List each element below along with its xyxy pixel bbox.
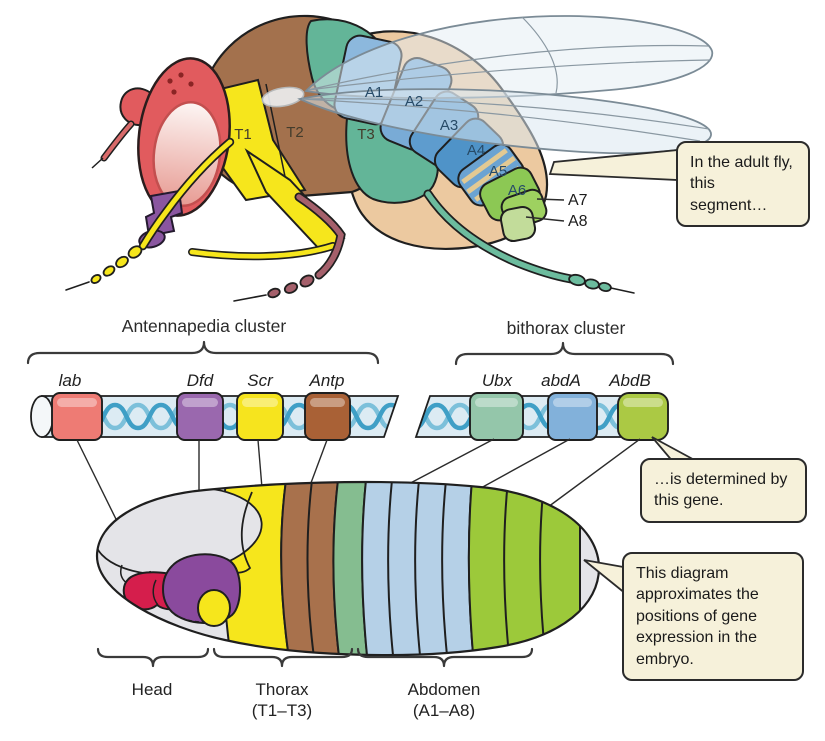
head-brace [96,647,210,668]
fly-front-leg [140,139,233,249]
fly-label-a1: A1 [365,84,383,101]
dna-tube-right [414,395,647,438]
dna-strand [30,392,669,441]
leader-a7 [536,198,565,201]
fly-plate-a8 [499,205,537,243]
antennapedia-brace [26,340,380,365]
fly-hind-leg [425,191,574,282]
embryo-segment-brown [280,481,342,656]
callout-adult-segment-text: In the adult fly, this segment… [690,154,793,214]
leader-a8 [525,216,565,222]
gene-label-dfd: Dfd [187,371,214,390]
gene-label-lab: lab [59,371,82,390]
fly-label-a6: A6 [508,182,526,199]
callout-embryo-note-text: This diagram approximates the positions … [636,565,759,668]
region-range-thorax: (T1–T3) [252,701,312,720]
gene-label-abda: abdA [541,371,581,390]
abdomen-brace [356,647,534,668]
embryo-region-labels: Head Thorax (T1–T3) Abdomen (A1–A8) [96,647,534,720]
fly-label-a8: A8 [568,213,588,230]
fly-ocelli [167,72,194,95]
fly-halter [261,86,305,108]
gene-label-ubx: Ubx [482,371,513,390]
gene-band-scr [236,392,284,441]
callout-gene-text: …is determined by this gene. [654,471,788,510]
callout-adult-segment: In the adult fly, this segment… [676,141,810,228]
embryo-blob-yellow [197,589,231,627]
fly-legs [65,137,635,302]
callout-adult-tail [548,149,679,181]
region-label-head: Head [132,680,173,699]
gene-band-abdb [617,392,669,441]
callout-gene: …is determined by this gene. [640,458,807,523]
gene-band-ubx [469,392,524,441]
gene-band-dfd [176,392,224,441]
gene-label-scr: Scr [247,371,274,390]
thorax-brace [212,647,354,668]
region-label-abdomen: Abdomen [408,680,481,699]
gene-label-abdb: AbdB [608,371,651,390]
embryo-illustration [95,480,633,657]
gene-label-antp: Antp [309,371,345,390]
genome-section: Antennapedia cluster bithorax cluster la… [26,316,701,581]
fly-label-a7: A7 [568,192,588,209]
leader-abdb [547,438,641,508]
fly-label-t1: T1 [234,126,252,143]
fly-wings [297,15,714,155]
fly-label-a3: A3 [440,117,458,134]
fly-middle-leg [296,194,344,278]
region-range-abdomen: (A1–A8) [413,701,475,720]
gene-band-abda [547,392,598,441]
fly-label-a2: A2 [405,93,423,110]
dna-end-cap [30,395,54,438]
antennapedia-cluster-title: Antennapedia cluster [122,316,287,336]
fly-label-a4: A4 [467,142,485,159]
adult-fly-illustration: T1 T2 T3 A1 A2 A3 A4 A5 A6 A7 A8 [65,14,714,302]
bithorax-brace [454,341,675,366]
fly-label-t3: T3 [357,126,375,143]
gene-band-antp [304,392,351,441]
region-label-thorax: Thorax [256,680,309,699]
fly-label-t2: T2 [286,124,304,141]
bithorax-cluster-title: bithorax cluster [507,318,626,338]
fly-antenna-feeler [102,122,133,160]
fly-label-a5: A5 [489,163,507,180]
embryo-segment-yellow-green [467,481,581,656]
callout-embryo-note: This diagram approximates the positions … [622,552,804,682]
